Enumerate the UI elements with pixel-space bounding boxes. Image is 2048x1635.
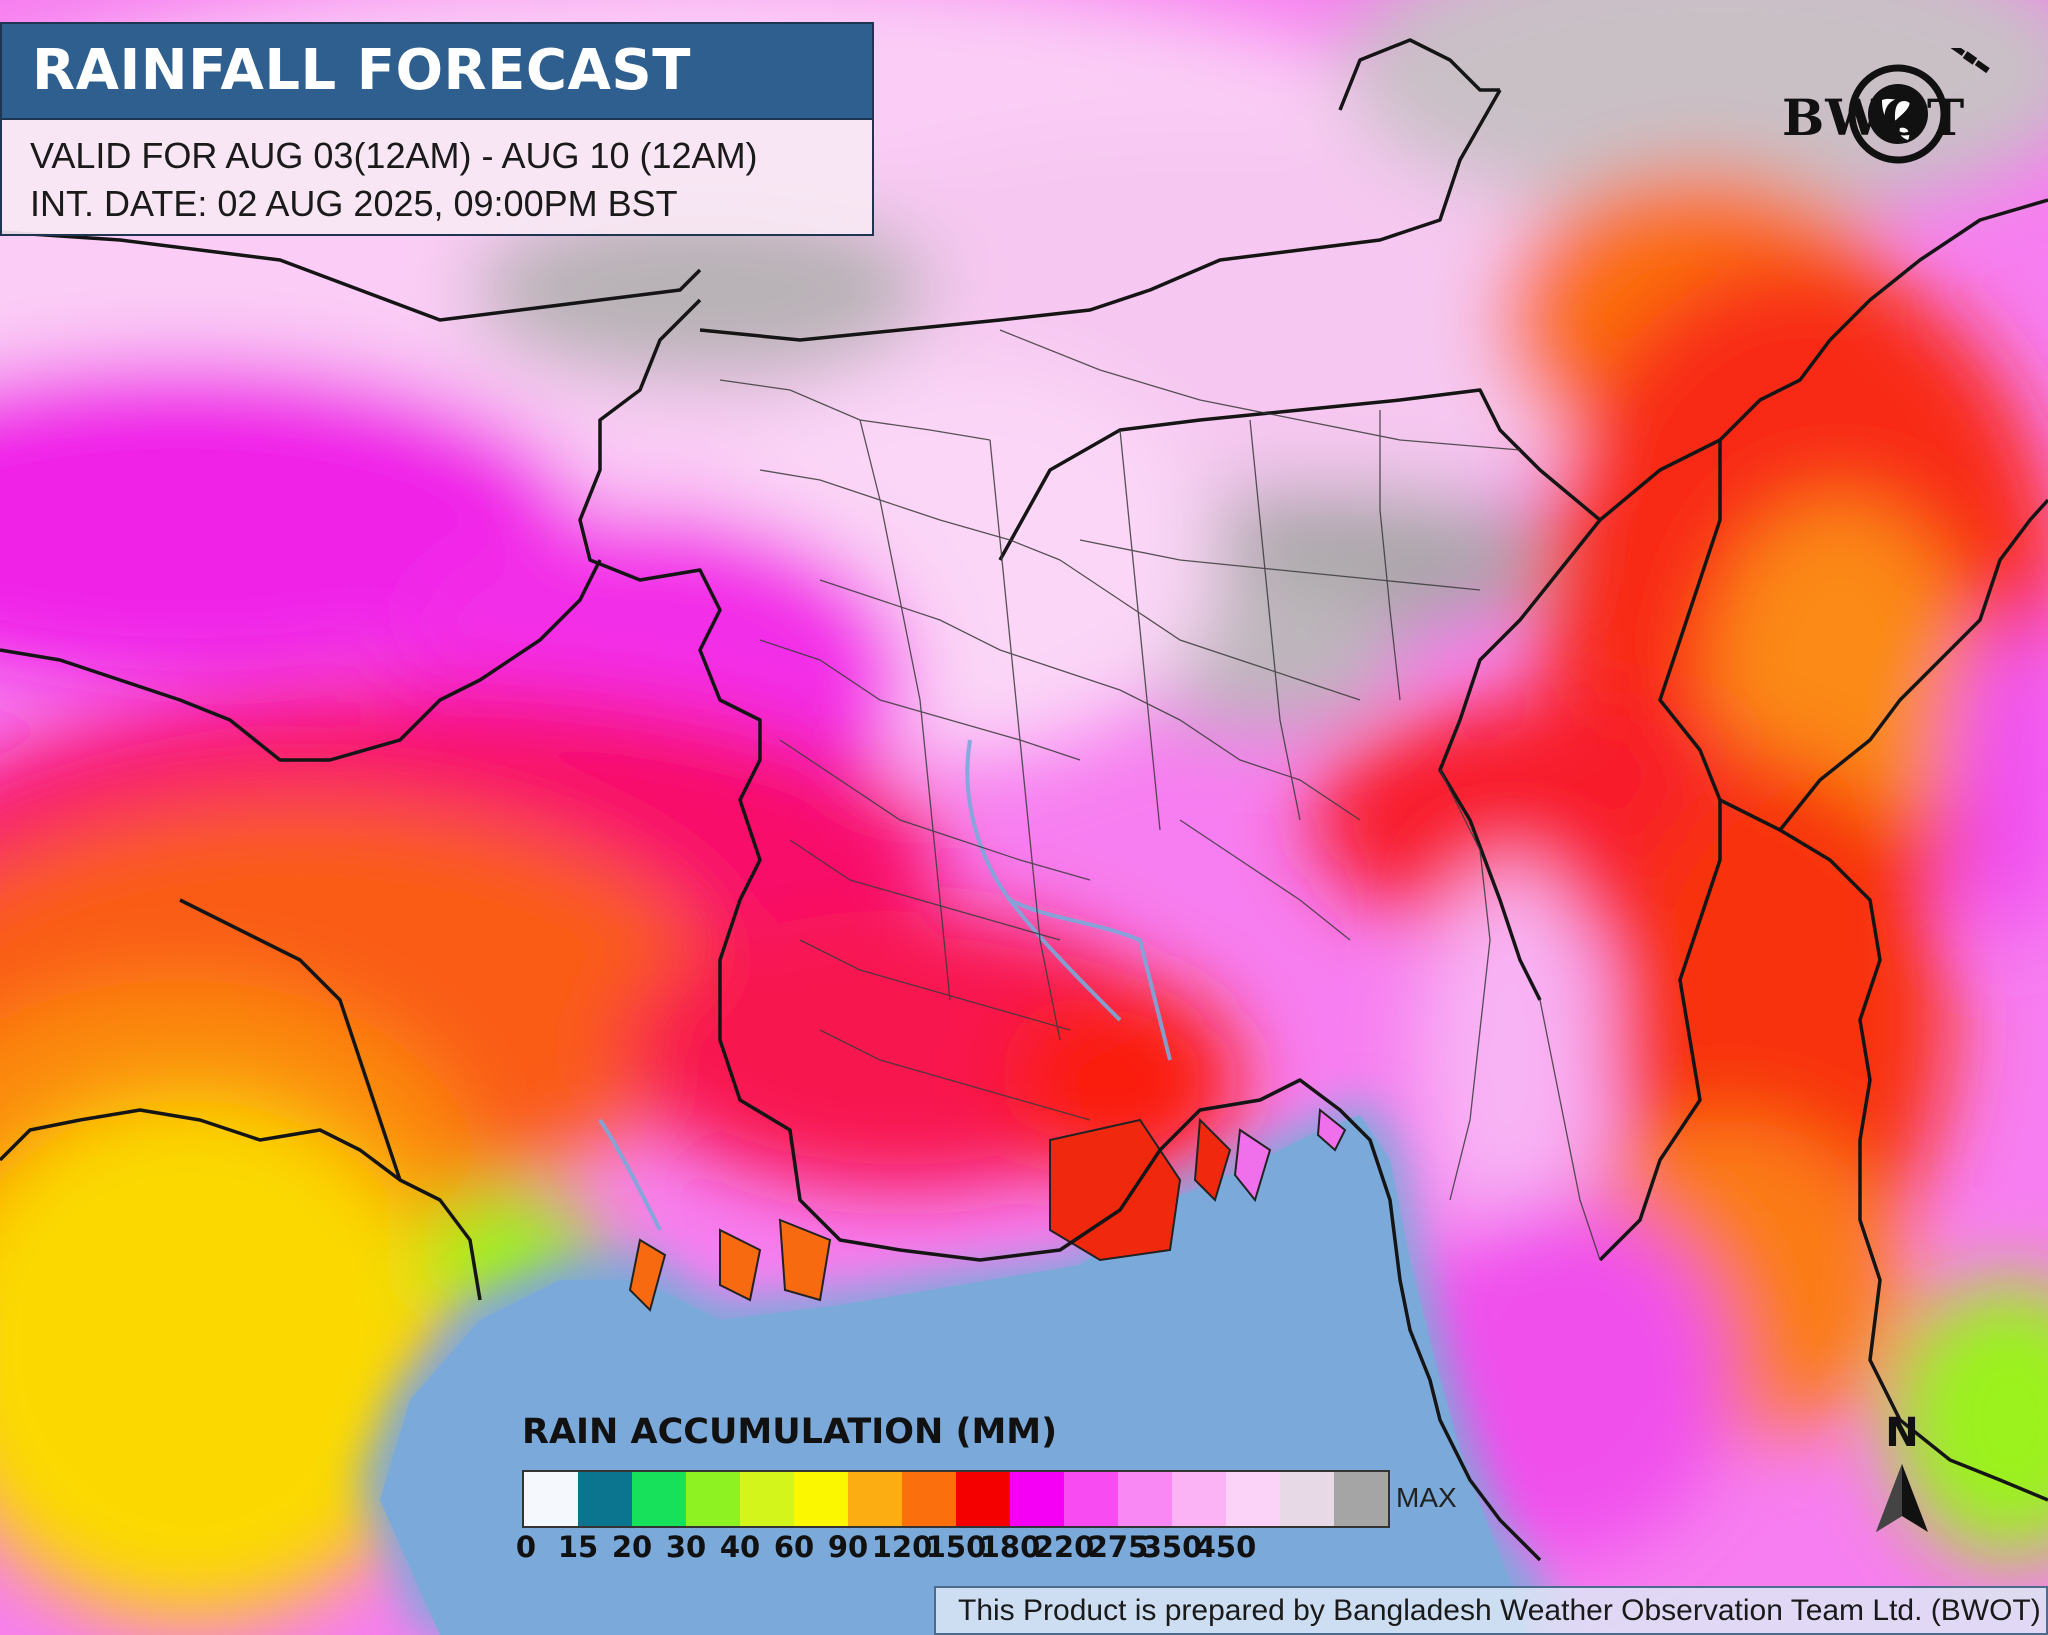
legend-tick-label: 450 — [1195, 1530, 1257, 1564]
legend-tick-label: 350 — [1141, 1530, 1203, 1564]
north-arrow: N — [1872, 1410, 1932, 1532]
forecast-info: VALID FOR AUG 03(12AM) - AUG 10 (12AM) I… — [2, 118, 872, 234]
legend-tick-label: 30 — [665, 1530, 707, 1564]
legend-swatch — [1172, 1472, 1226, 1526]
legend-swatch — [686, 1472, 740, 1526]
legend-tick-label: 0 — [515, 1530, 537, 1564]
logo-text: BWOT — [1782, 88, 1966, 147]
legend-max-label: MAX — [1396, 1482, 1457, 1513]
page-title: RAINFALL FORECAST — [2, 24, 872, 118]
legend-swatch — [1334, 1472, 1388, 1526]
footer-credit: This Product is prepared by Bangladesh W… — [934, 1586, 2048, 1635]
north-arrow-icon — [1876, 1464, 1928, 1532]
legend-title: RAIN ACCUMULATION (MM) — [522, 1412, 1058, 1452]
legend-swatch — [740, 1472, 794, 1526]
bwot-logo: BWOT — [1782, 42, 1998, 166]
north-label: N — [1885, 1410, 1919, 1456]
legend-tick-label: 150 — [925, 1530, 987, 1564]
legend-tick-label: 120 — [871, 1530, 933, 1564]
legend-swatch — [1280, 1472, 1334, 1526]
legend-tick-label: 220 — [1033, 1530, 1095, 1564]
legend-color-bar — [522, 1470, 1390, 1528]
legend-tick-label: 60 — [773, 1530, 815, 1564]
legend-tick-label: 15 — [557, 1530, 599, 1564]
legend-swatch — [1118, 1472, 1172, 1526]
legend-swatch — [956, 1472, 1010, 1526]
title-panel: RAINFALL FORECAST VALID FOR AUG 03(12AM)… — [0, 22, 874, 236]
legend-swatch — [1226, 1472, 1280, 1526]
legend-swatch — [578, 1472, 632, 1526]
issue-date: INT. DATE: 02 AUG 2025, 09:00PM BST — [30, 183, 678, 224]
valid-period: VALID FOR AUG 03(12AM) - AUG 10 (12AM) — [30, 135, 758, 176]
legend-swatch — [632, 1472, 686, 1526]
legend-swatch — [1064, 1472, 1118, 1526]
legend-swatch — [902, 1472, 956, 1526]
legend-tick-label: 90 — [827, 1530, 869, 1564]
legend-tick-label: 20 — [611, 1530, 653, 1564]
legend-swatch — [524, 1472, 578, 1526]
legend-tick-label: 275 — [1087, 1530, 1149, 1564]
globe-satellite-icon — [1848, 42, 1990, 164]
legend-tick-label: 40 — [719, 1530, 761, 1564]
legend-swatch — [794, 1472, 848, 1526]
legend-swatch — [1010, 1472, 1064, 1526]
legend-ticks: 0 15 20 30 40 60 90 120 150 180 220 275 350 450 — [0, 1530, 2048, 1570]
legend-tick-label: 180 — [979, 1530, 1041, 1564]
legend-swatch — [848, 1472, 902, 1526]
